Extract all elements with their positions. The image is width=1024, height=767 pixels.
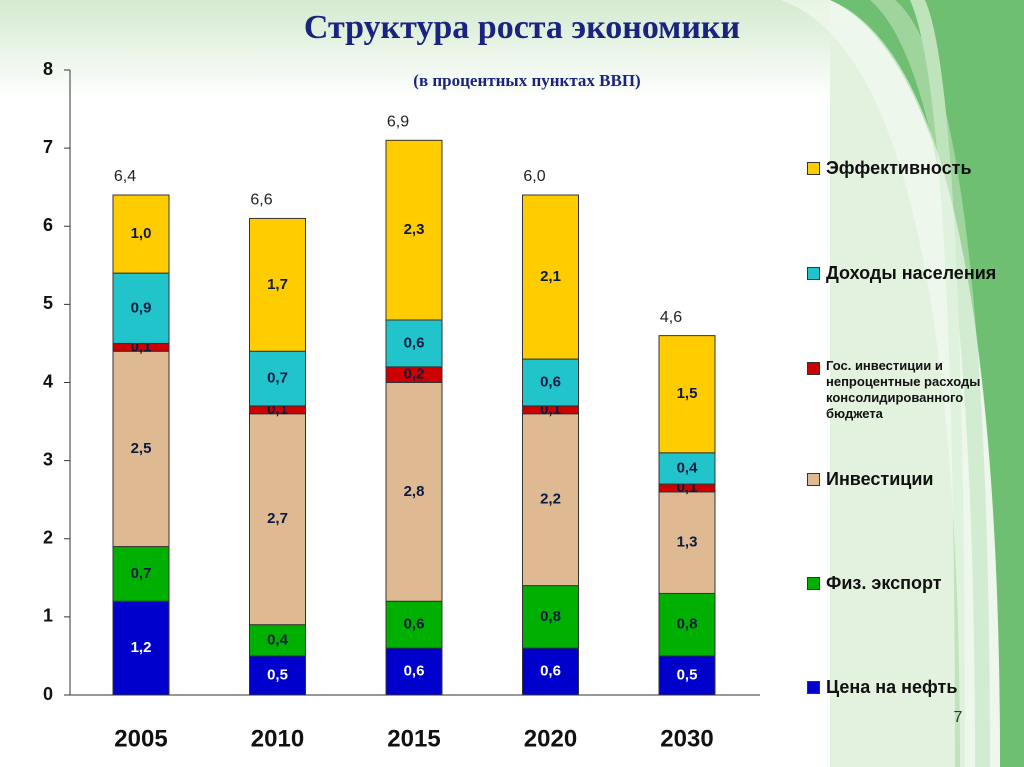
legend-swatch — [807, 577, 820, 590]
y-tick-label: 5 — [43, 293, 53, 313]
bar-segment — [385, 600, 443, 649]
total-label: 4,6 — [660, 309, 682, 326]
data-label: 2,1 — [540, 268, 561, 285]
x-tick-label: 2015 — [387, 725, 440, 752]
legend-label: Инвестиции — [826, 469, 934, 489]
x-tick-label: 2020 — [524, 725, 577, 752]
data-label: 2,2 — [540, 491, 561, 508]
x-tick-label: 2005 — [114, 725, 167, 752]
bar-segment — [658, 655, 716, 696]
data-label: 0,6 — [404, 663, 425, 680]
x-tick-label: 2030 — [660, 725, 713, 752]
y-tick-label: 7 — [43, 137, 53, 157]
bar-segment — [249, 217, 306, 352]
bar-segment — [385, 647, 443, 696]
legend-swatch — [807, 162, 820, 175]
data-label: 0,6 — [540, 373, 561, 390]
data-label: 0,9 — [131, 299, 152, 316]
data-label: 2,5 — [131, 440, 152, 457]
stripe — [780, 0, 1000, 767]
legend-label: Гос. инвестиции и непроцентные расходы к… — [826, 358, 981, 421]
bar-segment — [522, 647, 579, 696]
legend-label: Эффективность — [826, 158, 972, 178]
bar-segment — [249, 350, 306, 407]
data-label: 0,4 — [677, 459, 699, 476]
data-label: 1,3 — [677, 534, 698, 551]
bar-segment — [249, 624, 306, 657]
data-label: 0,6 — [540, 663, 561, 680]
data-label: 1,0 — [131, 225, 152, 242]
y-tick-label: 1 — [43, 606, 53, 626]
bar-segment — [112, 272, 170, 344]
total-label: 6,4 — [114, 168, 136, 185]
data-label: 0,4 — [267, 631, 289, 648]
data-label: 2,8 — [404, 483, 425, 500]
data-label: 1,2 — [131, 639, 152, 656]
y-tick-label: 4 — [43, 371, 53, 391]
data-label: 0,6 — [404, 334, 425, 351]
x-tick-label: 2010 — [251, 725, 304, 752]
total-label: 6,9 — [387, 114, 409, 131]
bar-segment — [658, 335, 716, 454]
stripe — [870, 0, 990, 767]
legend-swatch — [807, 362, 820, 375]
bar-segment — [112, 350, 170, 548]
bar-segment — [522, 358, 579, 407]
stripe — [830, 0, 1024, 767]
data-label: 2,3 — [404, 221, 425, 238]
data-label: 1,7 — [267, 276, 288, 293]
bar-segment — [112, 194, 170, 274]
y-tick-label: 0 — [43, 684, 53, 704]
data-label: 0,8 — [677, 616, 698, 633]
data-label: 0,7 — [131, 565, 152, 582]
legend-swatch — [807, 267, 820, 280]
bar-segment — [385, 382, 443, 602]
stripe — [910, 0, 965, 767]
title: Структура роста экономики — [304, 9, 740, 46]
bar-segment — [385, 139, 443, 321]
legend-label: Цена на нефть — [826, 677, 958, 697]
data-label: 2,7 — [267, 510, 288, 527]
bar-segment — [385, 319, 443, 368]
bar-segment — [522, 194, 579, 360]
title-band — [0, 0, 830, 100]
data-label: 0,7 — [267, 370, 288, 387]
data-label: 0,8 — [540, 608, 561, 625]
legend-swatch — [807, 473, 820, 486]
bar-segment — [249, 413, 306, 626]
bar-segment — [112, 546, 170, 602]
data-label: 0,2 — [404, 366, 425, 383]
y-tick-label: 6 — [43, 215, 53, 235]
data-label: 0,6 — [404, 616, 425, 633]
bar-segment — [522, 585, 579, 649]
y-tick-label: 2 — [43, 528, 53, 548]
data-label: 1,5 — [677, 385, 698, 402]
page-number: 7 — [954, 709, 963, 726]
total-label: 6,0 — [523, 168, 545, 185]
total-label: 6,6 — [250, 192, 272, 209]
legend-swatch — [807, 681, 820, 694]
bar-segment — [658, 592, 716, 657]
data-label: 0,5 — [677, 666, 698, 683]
legend-label: Физ. экспорт — [826, 573, 942, 593]
bar-segment — [658, 491, 716, 594]
legend-label: Доходы населения — [826, 263, 997, 283]
y-tick-label: 8 — [43, 59, 53, 79]
bar-segment — [112, 600, 170, 696]
data-label: 0,5 — [267, 666, 288, 683]
y-tick-label: 3 — [43, 449, 53, 469]
subtitle: (в процентных пунктах ВВП) — [413, 71, 640, 90]
